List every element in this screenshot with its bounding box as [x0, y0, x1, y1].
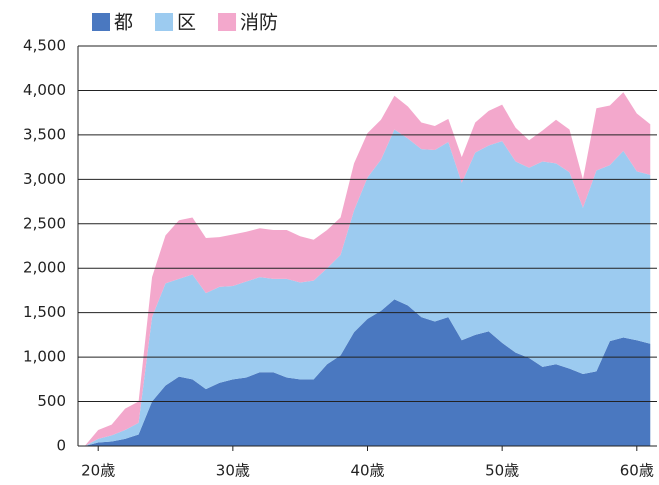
legend-swatch [218, 13, 237, 31]
y-tick-label: 2,500 [23, 214, 66, 232]
area [84, 92, 651, 446]
x-tick-label: 30歳 [216, 462, 250, 480]
legend-swatch [92, 13, 110, 31]
y-tick-label: 2,000 [23, 259, 66, 277]
x-tick-label: 60歳 [620, 462, 654, 480]
y-tick-label: 4,500 [23, 37, 66, 55]
legend-label: 消防 [240, 12, 278, 34]
legend-label: 区 [177, 12, 196, 34]
y-tick-label: 3,000 [23, 170, 66, 188]
y-tick-label: 4,000 [23, 81, 66, 99]
x-tick-label: 40歳 [350, 462, 384, 480]
y-tick-label: 0 [56, 437, 66, 455]
legend-swatch [155, 13, 174, 31]
y-tick-label: 1,000 [23, 348, 66, 366]
x-tick-label: 50歳 [485, 462, 519, 480]
legend-label: 都 [114, 12, 133, 34]
area [84, 299, 651, 446]
x-tick-label: 20歳 [81, 462, 115, 480]
y-tick-label: 1,500 [23, 303, 66, 321]
y-tick-label: 500 [37, 392, 66, 410]
area [84, 129, 651, 447]
y-tick-label: 3,500 [23, 125, 66, 143]
